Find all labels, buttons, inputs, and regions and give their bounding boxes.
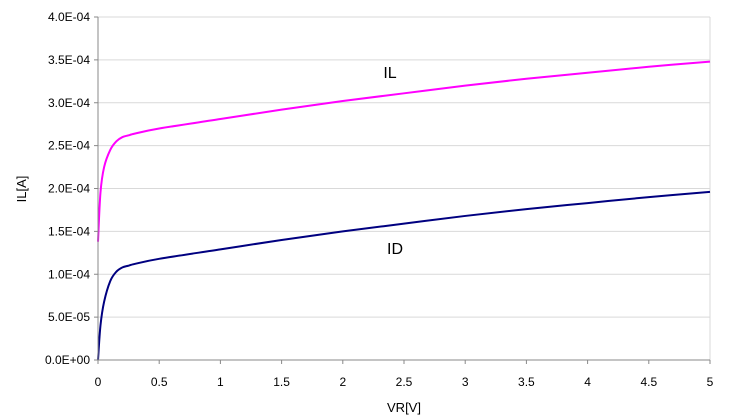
y-tick-label: 2.5E-04	[48, 139, 90, 153]
x-tick-label: 0.5	[151, 375, 168, 389]
y-tick-label: 1.0E-04	[48, 267, 90, 281]
x-tick-label: 4	[584, 375, 591, 389]
y-tick-label: 4.0E-04	[48, 10, 90, 24]
series-label-id: ID	[387, 241, 403, 258]
y-tick-label: 3.5E-04	[48, 53, 90, 67]
y-tick-label: 0.0E+00	[45, 353, 90, 367]
series-layer	[97, 60, 711, 361]
series-line-id	[97, 190, 711, 361]
series-label-il: IL	[383, 65, 396, 82]
grid-lines	[98, 16, 711, 360]
x-tick-label: 4.5	[640, 375, 657, 389]
y-tick-label: 5.0E-05	[48, 310, 90, 324]
x-axis-title: VR[V]	[387, 400, 421, 415]
y-axis-title: IL[A]	[14, 176, 29, 203]
y-tick-label: 3.0E-04	[48, 96, 90, 110]
x-tick-label: 5	[707, 375, 714, 389]
y-tick-label: 2.0E-04	[48, 182, 90, 196]
x-tick-label: 1	[217, 375, 224, 389]
x-tick-label: 2.5	[396, 375, 413, 389]
x-tick-label: 3	[462, 375, 469, 389]
tick-labels: 0.0E+00 5.0E-05 1.0E-04 1.5E-04 2.0E-04 2.5E-…	[45, 10, 714, 389]
x-tick-label: 0	[95, 375, 102, 389]
x-tick-label: 1.5	[273, 375, 290, 389]
series-line-il	[97, 60, 711, 242]
series-labels: IL ID	[383, 65, 403, 258]
x-tick-label: 2	[339, 375, 346, 389]
x-tick-label: 3.5	[518, 375, 535, 389]
y-tick-label: 1.5E-04	[48, 224, 90, 238]
